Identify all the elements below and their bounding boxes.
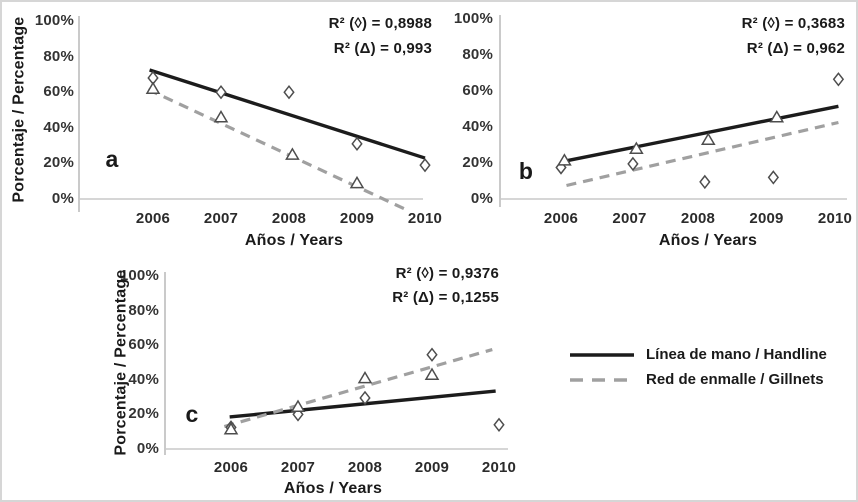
x-tick-label-c: 2008 xyxy=(347,459,383,476)
gillnets-point-a xyxy=(285,147,300,160)
handline-point-a xyxy=(351,136,363,152)
y-tick-label-b: 60% xyxy=(462,82,493,99)
panel-letter-b: b xyxy=(518,158,534,184)
y-tick-label-c: 0% xyxy=(136,440,159,457)
x-tick-label-a: 2010 xyxy=(407,210,443,227)
gillnets-point-b xyxy=(629,141,644,154)
x-axis-title-a: Años / Years xyxy=(244,232,344,249)
legend-item-handline: Línea de mano / Handline xyxy=(569,342,827,367)
y-tick-label-b: 100% xyxy=(453,10,493,27)
y-tick-label-a: 80% xyxy=(43,47,74,65)
y-axis-title-c: Porcentaje / Percentage xyxy=(112,269,130,456)
legend-item-gillnets: Red de enmalle / Gillnets xyxy=(569,367,827,392)
x-tick-label-b: 2010 xyxy=(817,210,853,227)
gillnets-trendline-c xyxy=(223,347,493,429)
gillnets-point-b xyxy=(769,110,785,123)
panel-letter-a: a xyxy=(105,146,119,172)
handline-point-c xyxy=(359,390,371,406)
y-tick-label-c: 100% xyxy=(119,267,159,284)
y-tick-label-b: 40% xyxy=(462,118,493,135)
r2-annotation-c: R² (Δ) = 0,1255 xyxy=(392,289,499,306)
y-tick-label-c: 40% xyxy=(128,370,159,388)
x-tick-label-c: 2007 xyxy=(280,459,316,476)
y-tick-label-a: 0% xyxy=(51,190,74,207)
r2-annotation-a: R² (Δ) = 0,993 xyxy=(333,40,432,57)
handline-point-b xyxy=(767,170,780,185)
y-tick-label-b: 0% xyxy=(470,190,493,207)
y-tick-label-a: 60% xyxy=(43,83,74,101)
gillnets-point-b xyxy=(557,153,572,166)
x-tick-label-a: 2009 xyxy=(339,210,375,227)
x-tick-label-c: 2009 xyxy=(414,459,450,476)
gillnets-dashed-line-icon xyxy=(570,377,634,382)
y-tick-label-b: 80% xyxy=(462,46,493,63)
gillnets-point-c xyxy=(357,370,373,384)
y-tick-label-a: 20% xyxy=(43,154,74,172)
handline-point-a xyxy=(283,84,295,100)
x-axis-title-c: Años / Years xyxy=(283,480,383,497)
r2-annotation-a: R² (◊) = 0,8988 xyxy=(328,15,432,32)
legend-label-handline: Línea de mano / Handline xyxy=(646,346,827,363)
gillnets-point-c xyxy=(223,422,239,435)
y-tick-label-c: 60% xyxy=(128,336,159,354)
x-tick-label-b: 2009 xyxy=(749,210,784,227)
gillnets-point-c xyxy=(290,399,306,412)
x-axis-title-b: Años / Years xyxy=(658,232,758,249)
legend: Línea de mano / Handline Red de enmalle … xyxy=(569,342,827,392)
handline-trendline-b xyxy=(564,104,839,163)
y-tick-label-a: 100% xyxy=(34,12,74,29)
gillnets-point-c xyxy=(424,367,440,380)
x-tick-label-c: 2010 xyxy=(481,459,517,476)
handline-point-b xyxy=(699,174,711,190)
handline-point-b xyxy=(832,72,845,87)
handline-trendline-a xyxy=(149,68,426,160)
x-tick-label-a: 2008 xyxy=(271,210,307,227)
gillnets-point-b xyxy=(700,132,716,145)
gillnets-trendline-b xyxy=(566,120,839,188)
r2-annotation-b: R² (◊) = 0,3683 xyxy=(741,15,845,32)
x-tick-label-a: 2007 xyxy=(203,210,239,227)
legend-label-gillnets: Red de enmalle / Gillnets xyxy=(646,371,824,388)
y-axis-title-a: Porcentaje / Percentage xyxy=(10,16,28,203)
x-tick-label-b: 2007 xyxy=(612,210,647,227)
handline-point-a xyxy=(419,157,431,173)
gillnets-point-a xyxy=(145,81,161,94)
handline-solid-line-icon xyxy=(570,352,634,357)
r2-annotation-b: R² (Δ) = 0,962 xyxy=(746,40,845,57)
x-tick-label-c: 2006 xyxy=(213,459,249,476)
handline-point-c xyxy=(426,347,438,362)
y-tick-label-a: 40% xyxy=(43,118,74,136)
r2-annotation-c: R² (◊) = 0,9376 xyxy=(395,265,499,282)
x-tick-label-a: 2006 xyxy=(135,210,171,227)
gillnets-point-a xyxy=(213,110,229,123)
x-tick-label-b: 2006 xyxy=(543,210,579,227)
y-tick-label-c: 80% xyxy=(128,301,159,319)
gillnets-point-a xyxy=(349,175,365,189)
gillnets-trendline-a xyxy=(147,88,411,213)
panel-letter-c: c xyxy=(185,401,199,427)
handline-point-a xyxy=(215,84,227,100)
y-tick-label-b: 20% xyxy=(462,154,493,171)
handline-point-c xyxy=(493,417,505,432)
handline-point-b xyxy=(627,156,639,172)
y-tick-label-c: 20% xyxy=(128,405,159,423)
x-tick-label-b: 2008 xyxy=(680,210,716,227)
